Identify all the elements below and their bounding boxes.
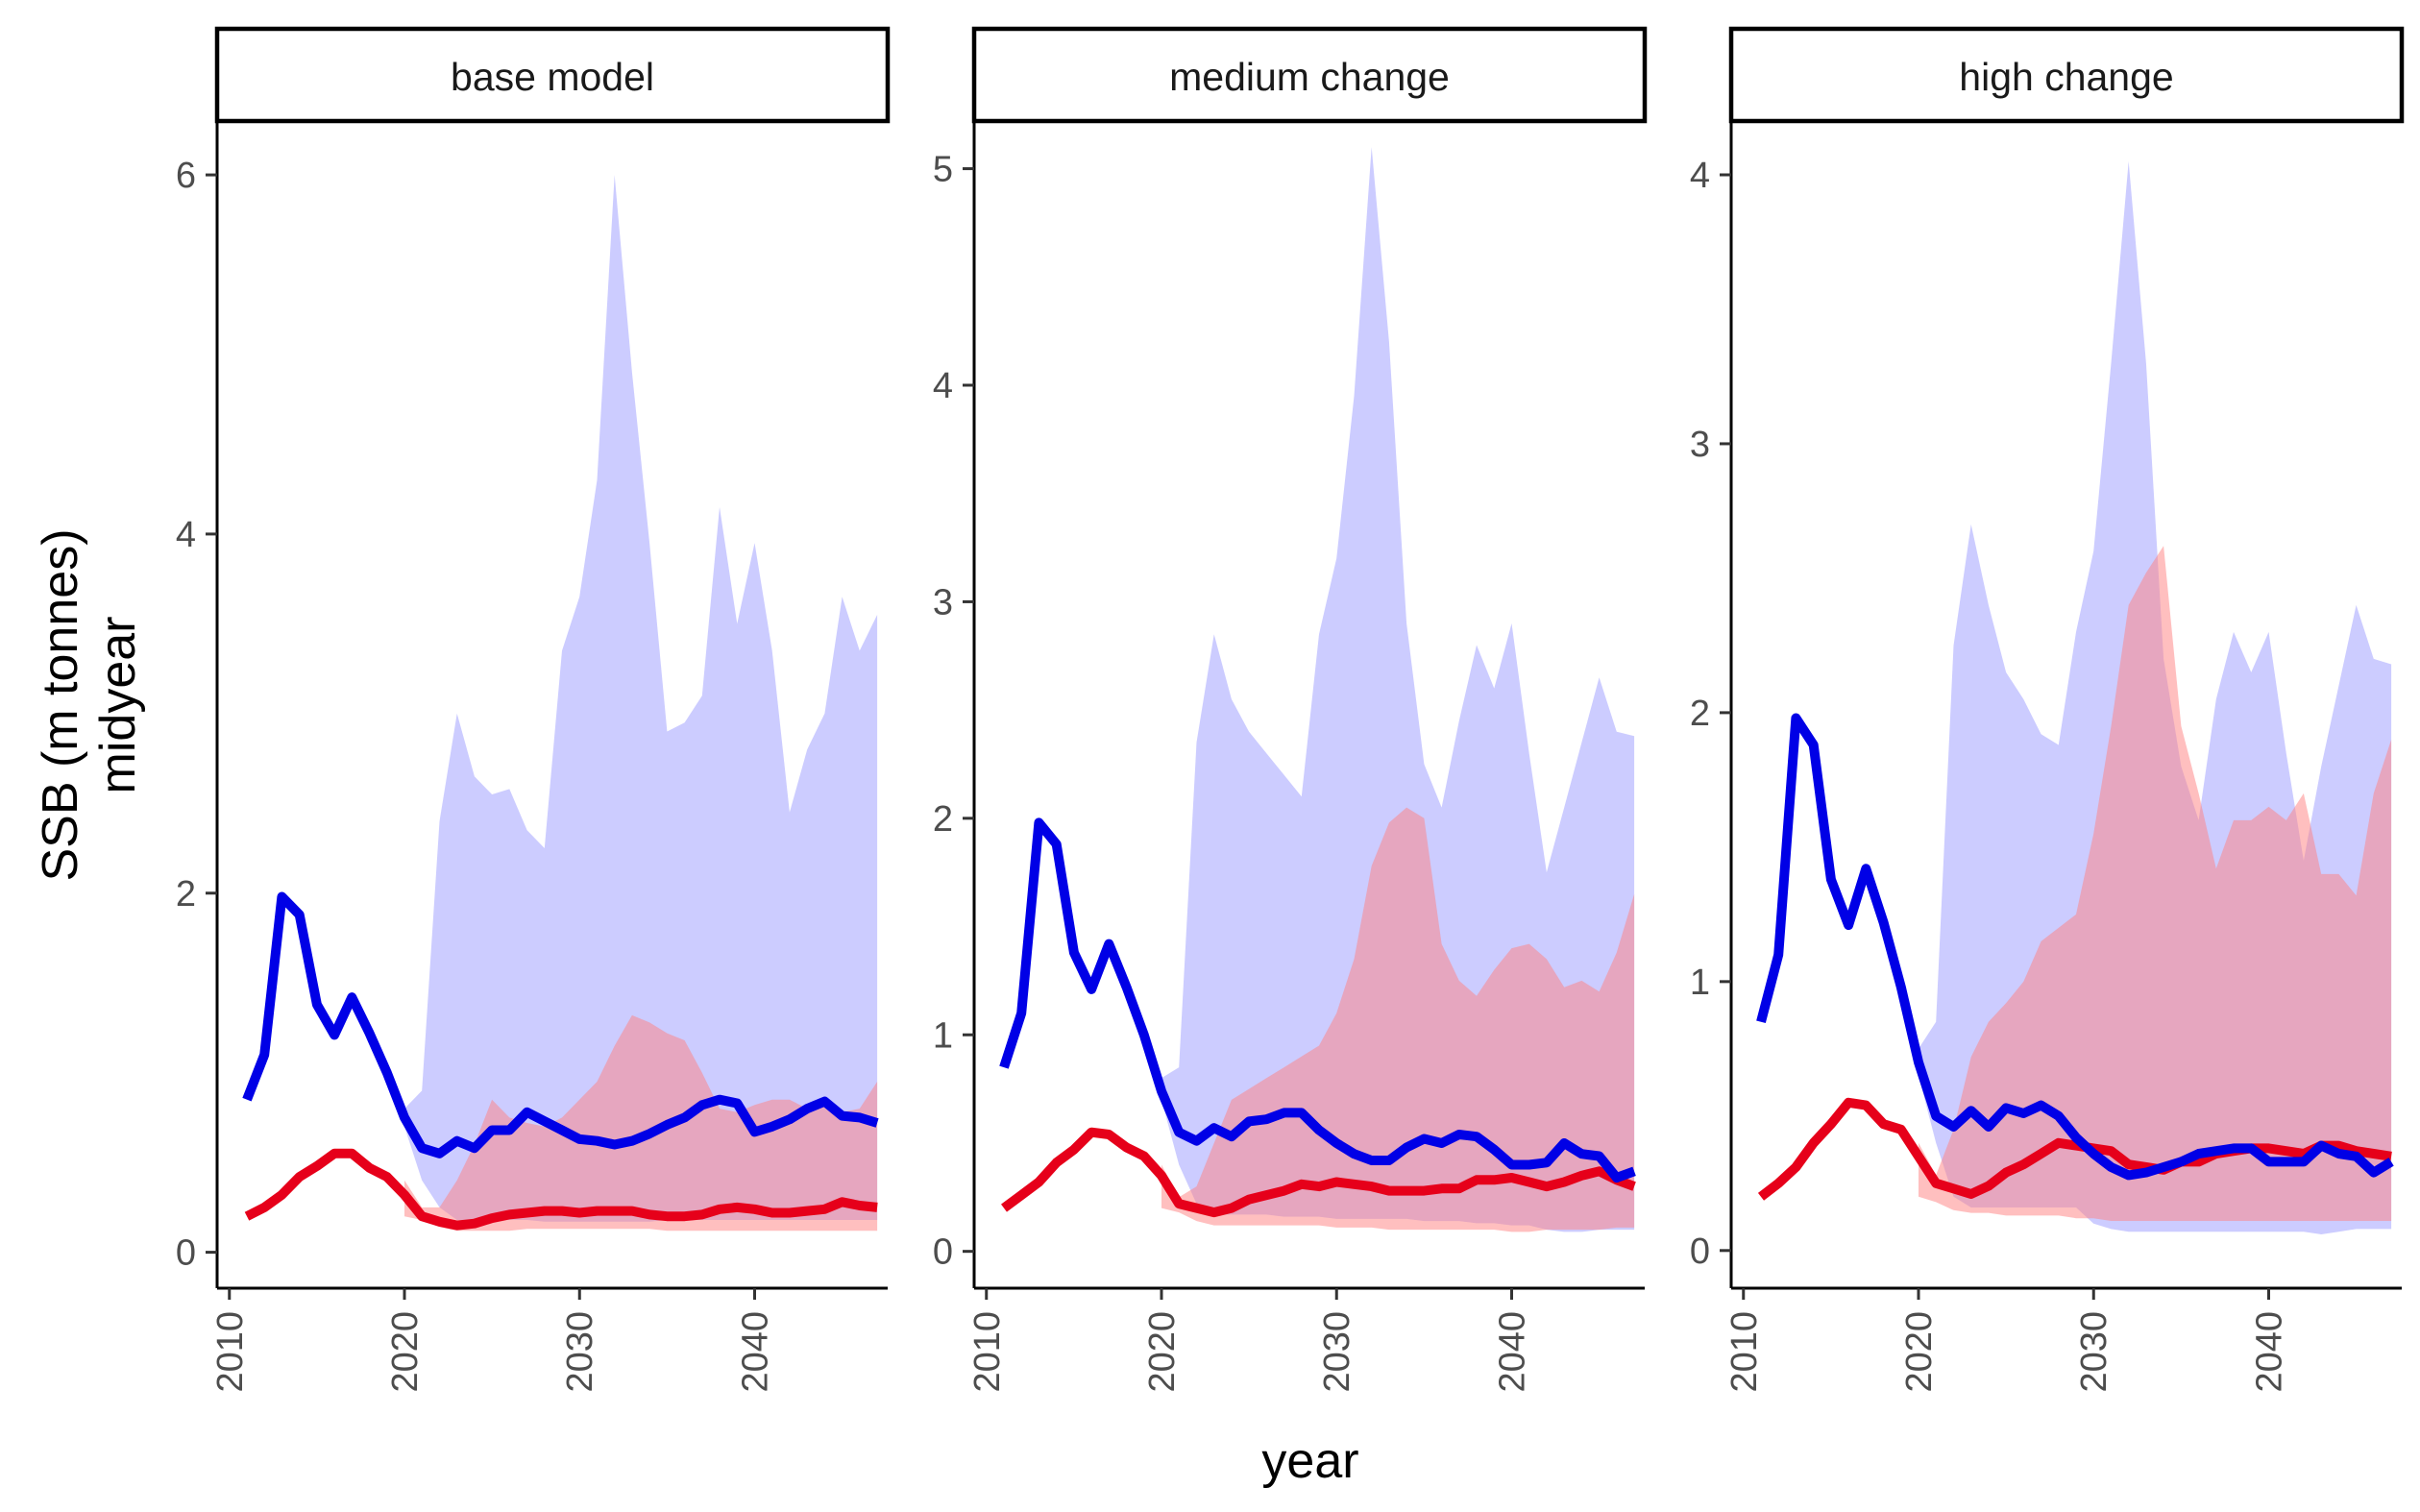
blue-confidence-band bbox=[404, 175, 878, 1222]
x-tick-label: 2040 bbox=[736, 1311, 776, 1393]
facet-panel-2: medium change 0 1 2 3 4 5 2010 2020 2030 2040 bbox=[933, 26, 1648, 1393]
y-tick-label: 0 bbox=[176, 1233, 196, 1274]
y-axis-title-line-1: SSB (m tonnes) bbox=[33, 528, 88, 881]
x-tick-label: 2040 bbox=[2250, 1311, 2290, 1393]
x-tick-label: 2010 bbox=[210, 1311, 251, 1393]
x-tick-label: 2020 bbox=[1899, 1311, 1940, 1393]
blue-median-line bbox=[242, 891, 879, 1158]
y-tick-label: 2 bbox=[176, 874, 196, 915]
facet-strip-label: high change bbox=[1959, 55, 2173, 99]
red-median-line bbox=[1001, 1127, 1636, 1218]
y-tick-label: 5 bbox=[933, 150, 953, 190]
x-tick-label: 2010 bbox=[967, 1311, 1008, 1393]
facet-strip bbox=[1728, 26, 2405, 124]
y-tick-label: 0 bbox=[1690, 1232, 1710, 1272]
red-median-line bbox=[244, 1148, 878, 1231]
blue-median-line bbox=[999, 817, 1636, 1183]
y-axis-title-line-2: midyear bbox=[90, 617, 146, 794]
facet-strip bbox=[971, 26, 1648, 124]
red-confidence-band bbox=[404, 1014, 878, 1232]
x-tick-label: 2020 bbox=[1142, 1311, 1183, 1393]
facet-strip bbox=[214, 26, 891, 124]
x-tick-label: 2030 bbox=[2074, 1311, 2114, 1393]
x-tick-label: 2030 bbox=[1317, 1311, 1357, 1393]
y-axis-title: SSB (m tonnes) midyear bbox=[33, 528, 146, 881]
facet-strip-label: medium change bbox=[1169, 55, 1450, 99]
x-tick-label: 2040 bbox=[1493, 1311, 1533, 1393]
facet-panel-1: base model 0 2 4 6 2010 2020 2030 2040 bbox=[176, 26, 891, 1393]
y-tick-label: 1 bbox=[933, 1015, 953, 1056]
y-tick-label: 3 bbox=[933, 582, 953, 622]
y-tick-label: 3 bbox=[1690, 425, 1710, 465]
facet-panel-3: high change 0 1 2 3 4 2010 2020 2030 2040 bbox=[1690, 26, 2405, 1393]
red-confidence-band bbox=[1161, 807, 1635, 1232]
y-tick-label: 2 bbox=[1690, 694, 1710, 734]
y-tick-label: 6 bbox=[176, 156, 196, 196]
red-median-line bbox=[1757, 1097, 2392, 1201]
x-tick-label: 2020 bbox=[385, 1311, 426, 1393]
y-tick-label: 1 bbox=[1690, 963, 1710, 1003]
y-tick-label: 4 bbox=[1690, 156, 1710, 196]
y-tick-label: 4 bbox=[933, 366, 953, 406]
y-tick-label: 2 bbox=[933, 799, 953, 840]
x-tick-label: 2010 bbox=[1724, 1311, 1765, 1393]
blue-median-line bbox=[1756, 713, 2394, 1181]
x-axis-title: year bbox=[1261, 1433, 1358, 1489]
y-tick-label: 4 bbox=[176, 515, 196, 555]
red-confidence-band bbox=[1919, 546, 2392, 1221]
x-tick-label: 2030 bbox=[560, 1311, 600, 1393]
y-tick-label: 0 bbox=[933, 1232, 953, 1273]
facet-strip-label: base model bbox=[451, 55, 654, 99]
